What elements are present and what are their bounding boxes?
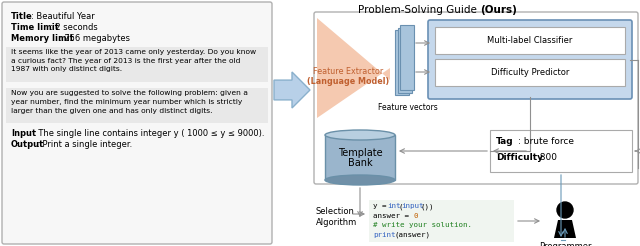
Text: Input: Input bbox=[11, 129, 36, 138]
Bar bbox=[397, 28, 412, 92]
Polygon shape bbox=[317, 18, 390, 118]
Text: Feature vectors: Feature vectors bbox=[378, 103, 438, 112]
Bar bbox=[490, 130, 632, 172]
FancyBboxPatch shape bbox=[2, 2, 272, 244]
Bar bbox=[435, 27, 625, 54]
Bar bbox=[6, 88, 268, 123]
Text: Memory limit: Memory limit bbox=[11, 34, 74, 43]
Text: : Beautiful Year: : Beautiful Year bbox=[31, 12, 95, 21]
Text: (answer): (answer) bbox=[395, 231, 431, 238]
Text: answer =: answer = bbox=[373, 213, 413, 218]
Text: Output: Output bbox=[11, 140, 44, 149]
Text: (Ours): (Ours) bbox=[480, 5, 517, 15]
Text: Algorithm: Algorithm bbox=[316, 218, 357, 227]
Text: (: ( bbox=[398, 203, 403, 210]
Text: : brute force: : brute force bbox=[518, 138, 574, 147]
Text: It seems like the year of 2013 came only yesterday. Do you know
a curious fact? : It seems like the year of 2013 came only… bbox=[11, 49, 256, 73]
Text: print: print bbox=[373, 231, 396, 237]
Text: : 2 seconds: : 2 seconds bbox=[50, 23, 98, 32]
Text: (Language Model): (Language Model) bbox=[307, 77, 389, 87]
Text: : 256 megabytes: : 256 megabytes bbox=[59, 34, 130, 43]
Text: Time limit: Time limit bbox=[11, 23, 59, 32]
Text: 0: 0 bbox=[414, 213, 419, 218]
Bar bbox=[325, 135, 395, 180]
Text: Problem-Solving Guide: Problem-Solving Guide bbox=[358, 5, 480, 15]
FancyBboxPatch shape bbox=[428, 20, 632, 99]
Bar bbox=[369, 200, 514, 242]
Text: Difficulty Predictor: Difficulty Predictor bbox=[491, 68, 569, 77]
Text: Tag: Tag bbox=[496, 138, 514, 147]
Text: : 800: : 800 bbox=[534, 154, 557, 163]
Text: Difficulty: Difficulty bbox=[496, 154, 543, 163]
Text: input: input bbox=[401, 203, 424, 209]
Text: Template: Template bbox=[338, 148, 382, 157]
Circle shape bbox=[557, 202, 573, 218]
Text: Multi-label Classifier: Multi-label Classifier bbox=[487, 36, 573, 45]
Bar bbox=[395, 30, 409, 95]
Text: Feature Extractor: Feature Extractor bbox=[313, 67, 383, 77]
Ellipse shape bbox=[325, 175, 395, 185]
Text: int: int bbox=[387, 203, 401, 209]
Bar bbox=[400, 25, 414, 90]
Text: y =: y = bbox=[373, 203, 391, 209]
Text: # write your solution.: # write your solution. bbox=[373, 222, 472, 228]
Text: Programmer: Programmer bbox=[539, 242, 591, 246]
Text: Title: Title bbox=[11, 12, 33, 21]
Polygon shape bbox=[554, 220, 576, 238]
Polygon shape bbox=[274, 72, 310, 108]
FancyBboxPatch shape bbox=[314, 12, 638, 184]
Text: : The single line contains integer y ( 1000 ≤ y ≤ 9000).: : The single line contains integer y ( 1… bbox=[33, 129, 264, 138]
Text: Selection: Selection bbox=[316, 207, 355, 216]
Text: Now you are suggested to solve the following problem: given a
year number, find : Now you are suggested to solve the follo… bbox=[11, 90, 248, 113]
Text: ()): ()) bbox=[420, 203, 433, 210]
Text: : Print a single integer.: : Print a single integer. bbox=[37, 140, 132, 149]
Bar bbox=[6, 47, 268, 82]
Ellipse shape bbox=[325, 130, 395, 140]
Bar bbox=[435, 59, 625, 86]
Text: Bank: Bank bbox=[348, 158, 372, 169]
